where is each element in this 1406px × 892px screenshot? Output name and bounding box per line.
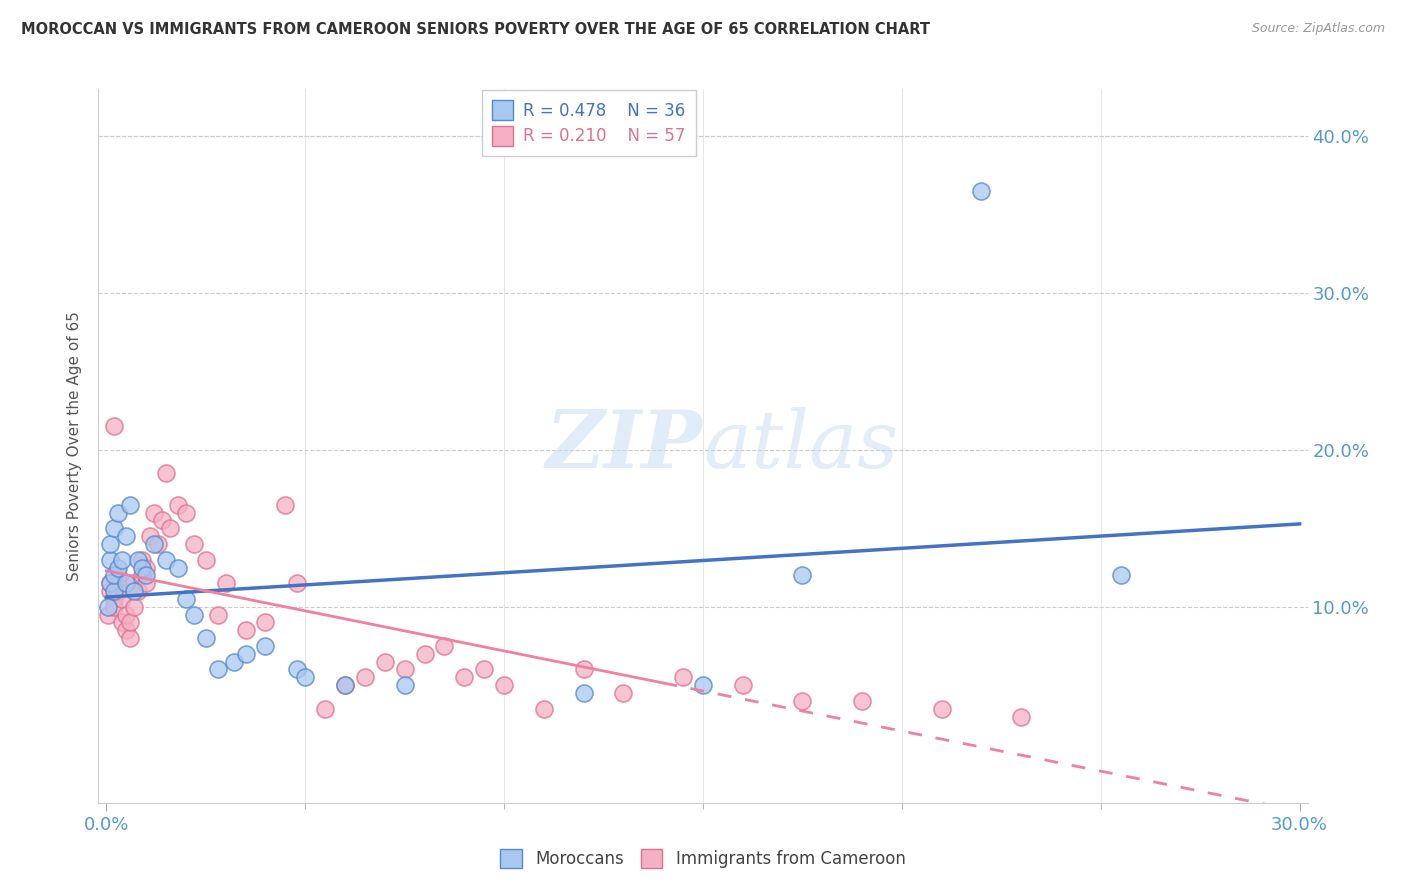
Point — [120, 631, 142, 645]
Point — [103, 599, 125, 614]
Point — [174, 506, 197, 520]
Point — [167, 560, 190, 574]
Point — [115, 624, 138, 638]
Point — [103, 584, 125, 599]
Point — [131, 560, 153, 574]
Legend: Moroccans, Immigrants from Cameroon: Moroccans, Immigrants from Cameroon — [492, 840, 914, 877]
Point — [103, 521, 125, 535]
Point — [103, 568, 125, 582]
Point — [1010, 709, 1032, 723]
Point — [98, 576, 121, 591]
Point — [122, 576, 145, 591]
Point — [194, 631, 217, 645]
Point — [207, 663, 229, 677]
Point — [453, 670, 475, 684]
Point — [122, 599, 145, 614]
Text: MOROCCAN VS IMMIGRANTS FROM CAMEROON SENIORS POVERTY OVER THE AGE OF 65 CORRELAT: MOROCCAN VS IMMIGRANTS FROM CAMEROON SEN… — [21, 22, 931, 37]
Point — [672, 670, 695, 684]
Point — [333, 678, 356, 692]
Point — [222, 655, 245, 669]
Point — [127, 584, 149, 599]
Point — [97, 599, 120, 614]
Point — [115, 576, 138, 591]
Point — [792, 568, 814, 582]
Point — [207, 607, 229, 622]
Point — [131, 568, 153, 582]
Point — [155, 467, 177, 481]
Point — [333, 678, 356, 692]
Point — [159, 521, 181, 535]
Point — [314, 702, 336, 716]
Point — [194, 552, 217, 566]
Point — [120, 498, 142, 512]
Point — [107, 568, 129, 582]
Point — [692, 678, 714, 692]
Point — [354, 670, 377, 684]
Point — [98, 552, 121, 566]
Point — [612, 686, 634, 700]
Point — [155, 552, 177, 566]
Point — [285, 576, 308, 591]
Point — [254, 639, 277, 653]
Point — [135, 568, 157, 582]
Point — [394, 663, 416, 677]
Point — [472, 663, 495, 677]
Point — [235, 647, 257, 661]
Point — [98, 537, 121, 551]
Point — [970, 184, 993, 198]
Point — [143, 506, 166, 520]
Point — [183, 607, 205, 622]
Text: Source: ZipAtlas.com: Source: ZipAtlas.com — [1251, 22, 1385, 36]
Point — [103, 591, 125, 606]
Point — [792, 694, 814, 708]
Point — [150, 514, 173, 528]
Point — [183, 537, 205, 551]
Point — [98, 584, 121, 599]
Point — [127, 552, 149, 566]
Point — [174, 591, 197, 606]
Point — [107, 506, 129, 520]
Point — [413, 647, 436, 661]
Point — [215, 576, 238, 591]
Point — [115, 529, 138, 543]
Point — [139, 529, 162, 543]
Point — [274, 498, 297, 512]
Point — [131, 552, 153, 566]
Point — [115, 607, 138, 622]
Point — [394, 678, 416, 692]
Point — [135, 560, 157, 574]
Point — [167, 498, 190, 512]
Point — [254, 615, 277, 630]
Point — [931, 702, 953, 716]
Point — [111, 552, 134, 566]
Point — [98, 576, 121, 591]
Point — [572, 686, 595, 700]
Point — [107, 576, 129, 591]
Text: atlas: atlas — [703, 408, 898, 484]
Point — [122, 584, 145, 599]
Point — [120, 615, 142, 630]
Point — [572, 663, 595, 677]
Y-axis label: Seniors Poverty Over the Age of 65: Seniors Poverty Over the Age of 65 — [67, 311, 83, 581]
Point — [97, 607, 120, 622]
Point — [143, 537, 166, 551]
Point — [533, 702, 555, 716]
Point — [494, 678, 516, 692]
Point — [111, 591, 134, 606]
Point — [294, 670, 316, 684]
Point — [111, 615, 134, 630]
Point — [135, 576, 157, 591]
Point — [433, 639, 456, 653]
Point — [146, 537, 169, 551]
Point — [235, 624, 257, 638]
Point — [851, 694, 873, 708]
Text: ZIP: ZIP — [546, 408, 703, 484]
Point — [103, 419, 125, 434]
Point — [107, 584, 129, 599]
Point — [285, 663, 308, 677]
Point — [374, 655, 396, 669]
Point — [731, 678, 754, 692]
Point — [1109, 568, 1132, 582]
Point — [107, 560, 129, 574]
